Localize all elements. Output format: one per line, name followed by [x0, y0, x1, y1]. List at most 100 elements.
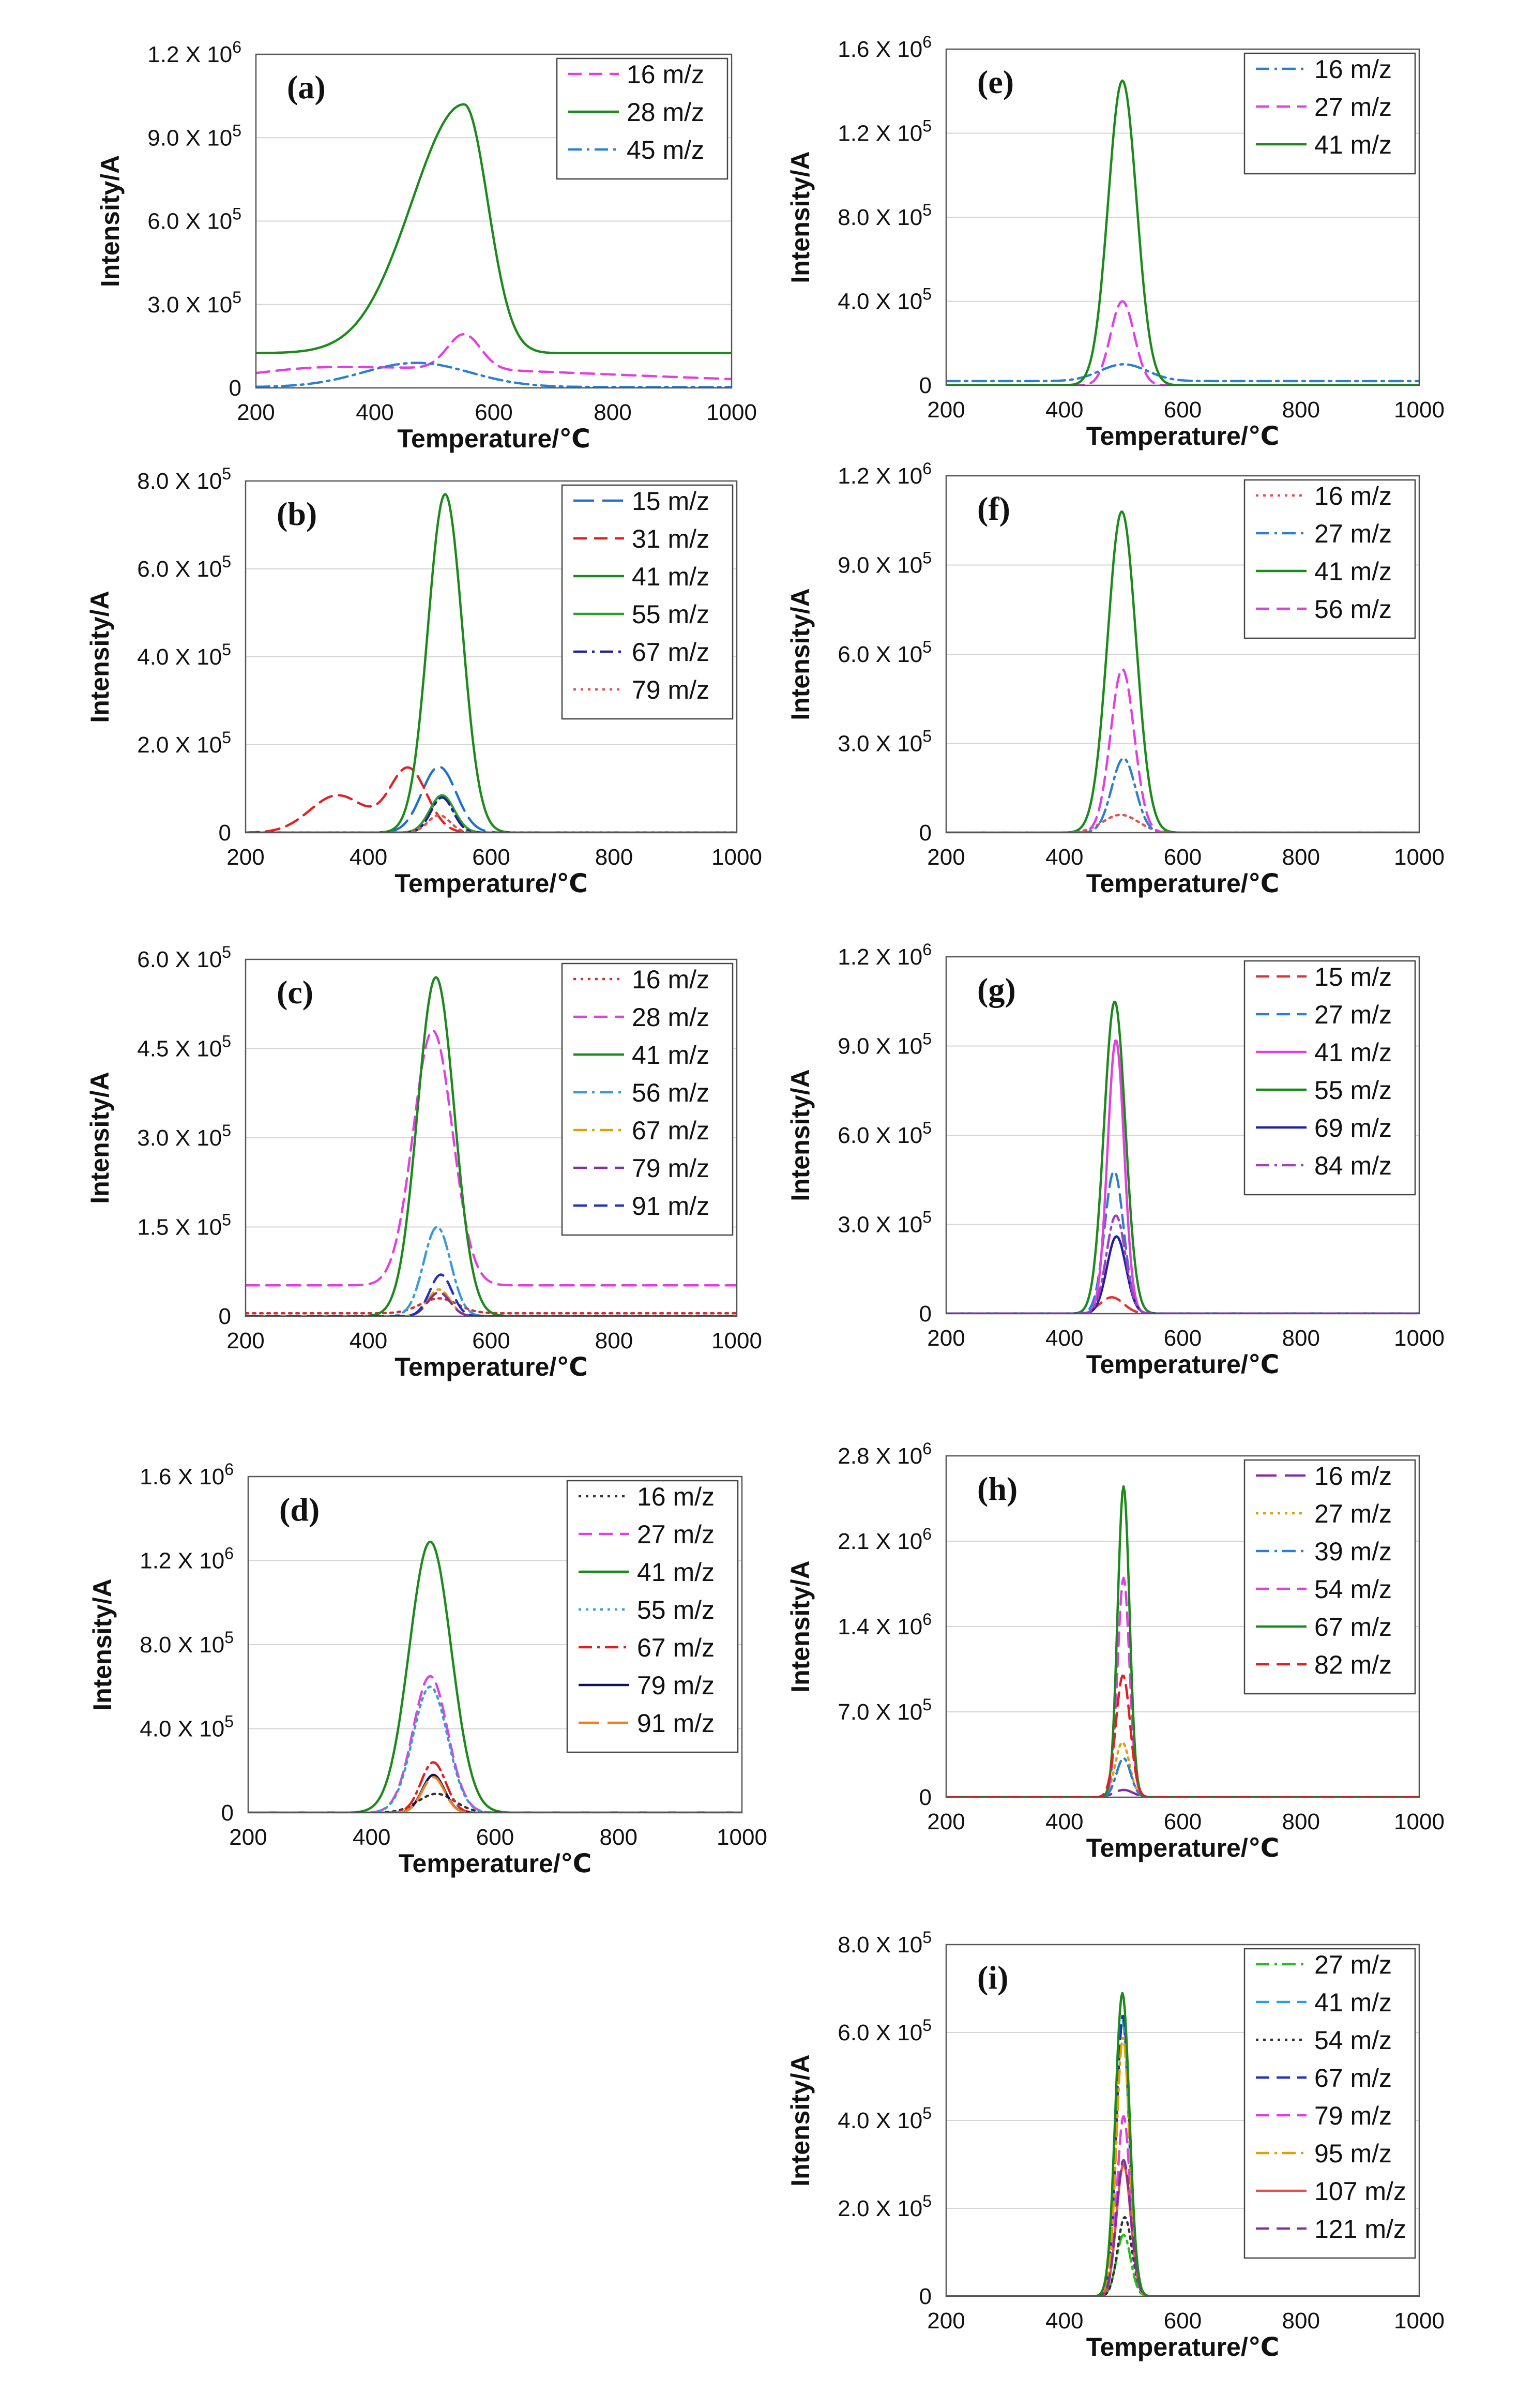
x-tick-label: 600	[476, 1825, 514, 1850]
legend-entry: 91 m/z	[637, 1709, 715, 1738]
legend-entry: 41 m/z	[637, 1558, 715, 1587]
series-line-84-m-z	[946, 1214, 1419, 1314]
legend-entry: 56 m/z	[1314, 595, 1392, 624]
y-tick-label: 9.0 X 105	[838, 549, 932, 578]
y-tick-label: 1.5 X 105	[137, 1211, 231, 1240]
legend: 16 m/z 27 m/z 41 m/z	[1243, 52, 1416, 175]
x-tick-label: 200	[927, 397, 965, 423]
legend-entry: 67 m/z	[1314, 2064, 1392, 2093]
x-tick-label: 600	[1164, 845, 1202, 870]
series-group	[246, 976, 737, 1316]
y-tick-label: 0	[219, 820, 231, 846]
series-line-27-m-z	[946, 300, 1419, 385]
y-tick-label: 9.0 X 105	[838, 1030, 932, 1059]
legend-entry: 15 m/z	[1314, 962, 1392, 991]
x-tick-label: 800	[1282, 2308, 1320, 2334]
x-tick-label: 1000	[706, 400, 757, 425]
series-line-16-m-z	[256, 333, 732, 381]
legend-entry: 54 m/z	[1314, 1575, 1392, 1604]
x-tick-label: 1000	[1394, 2308, 1445, 2334]
x-tick-label: 400	[1045, 1809, 1083, 1834]
series-line-41-m-z	[248, 1540, 742, 1813]
y-tick-label: 0	[919, 373, 932, 398]
y-tick-label: 6.0 X 105	[838, 638, 932, 667]
legend-entry: 91 m/z	[632, 1192, 709, 1221]
series-line-45-m-z	[256, 362, 732, 388]
x-tick-label: 1000	[1394, 1809, 1445, 1834]
x-tick-label: 600	[1164, 397, 1202, 423]
legend-entry: 27 m/z	[637, 1520, 715, 1549]
panel-b: 0 2.0 X 105 4.0 X 105 6.0 X 105 8.0 X 105 200…	[85, 464, 762, 898]
series-line-28-m-z	[256, 103, 732, 355]
y-tick-label: 3.0 X 105	[147, 288, 241, 318]
plot-area	[945, 475, 1420, 834]
legend-box	[1243, 1948, 1416, 2259]
panel-a: 0 3.0 X 105 6.0 X 105 9.0 X 105 1.2 X 106 200…	[96, 38, 757, 453]
panel-tag: (f)	[977, 490, 1010, 527]
y-tick-label: 3.0 X 105	[838, 727, 932, 757]
y-tick-label: 6.0 X 105	[137, 552, 231, 582]
panel-f: 0 3.0 X 105 6.0 X 105 9.0 X 105 1.2 X 106 200…	[786, 459, 1445, 898]
legend-entry: 41 m/z	[1314, 557, 1392, 586]
y-tick-label: 0	[919, 820, 932, 846]
x-tick-label: 200	[237, 400, 275, 425]
y-axis-label: Intensity/A	[786, 588, 815, 720]
legend-entry: 67 m/z	[632, 1116, 709, 1145]
legend-entry: 54 m/z	[1314, 2026, 1392, 2055]
x-tick-label: 400	[1045, 2308, 1083, 2334]
x-tick-label: 400	[353, 1825, 390, 1850]
x-tick-label: 800	[1282, 845, 1320, 870]
plot-area	[255, 53, 733, 389]
legend-entry: 41 m/z	[632, 562, 709, 591]
legend: 16 m/z 27 m/z 39 m/z 54 m/z 67 m/z 82 m/z	[1243, 1459, 1416, 1695]
legend-box	[561, 484, 734, 720]
legend-entry: 16 m/z	[1314, 1462, 1392, 1491]
y-tick-label: 8.0 X 105	[838, 201, 932, 230]
legend-entry: 16 m/z	[1314, 55, 1392, 84]
x-axis-label: Temperature/℃	[394, 1352, 588, 1381]
plot-area	[945, 48, 1420, 386]
plot-area	[245, 480, 738, 834]
y-tick-label: 1.4 X 106	[838, 1610, 932, 1639]
legend-entry: 69 m/z	[1314, 1113, 1392, 1142]
y-tick-label: 6.0 X 105	[838, 2016, 932, 2045]
x-tick-label: 1000	[711, 1328, 762, 1353]
panel-tag: (b)	[277, 495, 317, 532]
legend-entry: 55 m/z	[637, 1596, 715, 1624]
x-axis-label: Temperature/℃	[1086, 2332, 1280, 2361]
legend-entry: 31 m/z	[632, 524, 709, 553]
legend: 27 m/z 41 m/z 54 m/z 67 m/z 79 m/z 95 m/z 107 …	[1243, 1948, 1416, 2259]
x-tick-label: 1000	[717, 1825, 767, 1850]
y-tick-label: 0	[919, 2284, 932, 2309]
legend-entry: 95 m/z	[1314, 2139, 1392, 2168]
series-line-91-m-z	[248, 1775, 742, 1813]
x-axis-label: Temperature/℃	[1086, 869, 1280, 898]
plot-area	[247, 1476, 743, 1814]
legend-entry: 28 m/z	[627, 98, 704, 127]
plot-area	[245, 958, 738, 1317]
legend-entry: 15 m/z	[632, 487, 709, 516]
legend: 16 m/z 28 m/z 41 m/z 56 m/z 67 m/z 79 m/z 91 m…	[561, 962, 734, 1236]
series-line-91-m-z	[246, 1273, 737, 1316]
x-tick-label: 400	[1045, 845, 1083, 870]
legend-entry: 27 m/z	[1314, 1499, 1392, 1528]
plot-area	[945, 1455, 1420, 1798]
legend-entry: 27 m/z	[1314, 519, 1392, 548]
y-tick-label: 2.0 X 105	[137, 728, 231, 758]
x-tick-label: 800	[1282, 397, 1320, 423]
legend-entry: 45 m/z	[627, 136, 704, 164]
series-line-39-m-z	[946, 1757, 1419, 1797]
y-tick-label: 1.2 X 106	[147, 38, 241, 67]
x-tick-label: 1000	[1394, 397, 1445, 423]
legend-entry: 27 m/z	[1314, 1950, 1392, 1979]
y-tick-label: 4.0 X 105	[838, 2104, 932, 2133]
legend-entry: 79 m/z	[637, 1671, 715, 1700]
legend: 16 m/z 28 m/z 45 m/z	[556, 57, 728, 180]
y-tick-label: 0	[919, 1301, 932, 1327]
legend-entry: 121 m/z	[1314, 2215, 1406, 2244]
y-tick-label: 4.0 X 105	[140, 1712, 234, 1742]
y-tick-label: 0	[221, 1800, 234, 1826]
series-group	[246, 493, 737, 833]
x-tick-label: 200	[927, 845, 965, 870]
